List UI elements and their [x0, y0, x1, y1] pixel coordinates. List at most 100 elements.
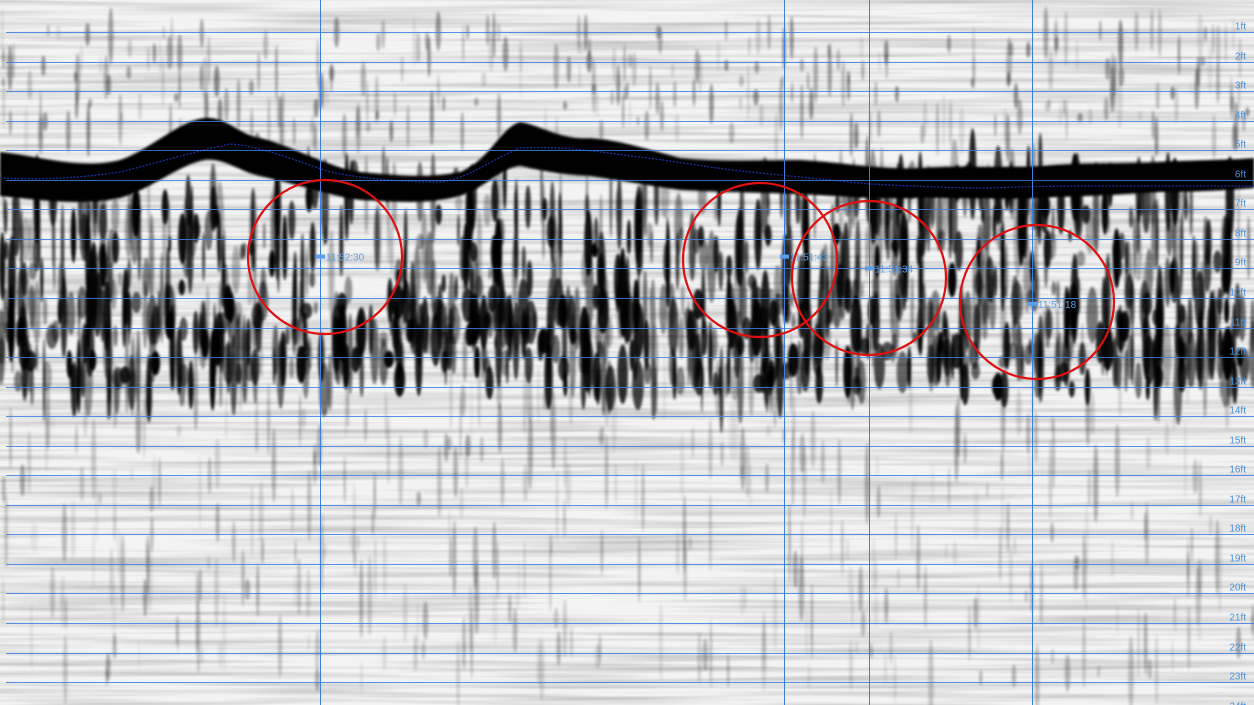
sonar-echo: [1205, 219, 1212, 266]
sonar-echo: [217, 642, 223, 668]
sonar-echo: [1137, 111, 1143, 121]
sonar-echo: [159, 38, 161, 75]
sonar-echo: [126, 65, 132, 80]
sonar-echo: [199, 18, 204, 49]
sonar-echo: [142, 378, 147, 460]
sonar-echo: [499, 289, 509, 349]
sonar-echo: [1200, 56, 1206, 66]
sonar-echo: [726, 255, 733, 278]
sonar-echo: [111, 198, 120, 233]
sonar-echo: [781, 362, 792, 380]
waypoint-marker[interactable]: 11:51:43: [780, 253, 829, 264]
sonar-echo: [578, 64, 581, 90]
sonar-echo: [117, 527, 121, 581]
sonar-echo: [174, 93, 179, 102]
sonar-echo: [556, 631, 561, 666]
sonar-echo: [448, 509, 451, 540]
sonar-echo: [1185, 376, 1190, 406]
sonar-echo: [120, 111, 123, 122]
sonar-echo: [285, 326, 290, 345]
sonar-echo: [821, 439, 825, 485]
sonar-echo: [374, 537, 377, 600]
sonar-echo: [841, 59, 846, 108]
sonar-echo: [164, 310, 174, 339]
sonar-echo: [108, 7, 114, 65]
sonar-echo: [1118, 66, 1124, 87]
sonar-echo: [86, 103, 91, 157]
sonar-echo: [1187, 604, 1191, 671]
sonar-echo: [317, 626, 321, 658]
sonar-echo: [924, 564, 927, 629]
sonar-echo: [215, 502, 220, 543]
sonar-echo: [481, 345, 488, 372]
sonar-echo: [474, 561, 480, 635]
sonar-echo: [441, 350, 449, 373]
sonar-echo: [617, 344, 628, 404]
sonar-echo: [642, 270, 648, 334]
sonar-echo: [979, 669, 983, 686]
sonar-echo: [809, 87, 814, 121]
sonar-echo: [857, 360, 866, 405]
depth-label: 10ft: [1229, 288, 1246, 299]
sonar-echo: [945, 544, 948, 557]
depth-label: 18ft: [1229, 524, 1246, 535]
depth-label: 17ft: [1229, 495, 1246, 506]
sonar-echo: [739, 584, 745, 616]
sonar-echo: [1181, 191, 1184, 275]
sonar-echo: [680, 284, 685, 315]
sonar-echo: [449, 535, 452, 579]
sonar-echo: [297, 558, 301, 615]
waypoint-marker[interactable]: 11:51:34: [865, 264, 914, 275]
depth-label: 1ft: [1235, 22, 1246, 33]
sonar-echo: [959, 107, 965, 155]
sonar-echo: [413, 244, 421, 307]
sonar-echo: [627, 53, 633, 68]
waypoint-time-label: 11:52:30: [326, 253, 365, 264]
sonar-echo: [60, 204, 65, 295]
sonar-echo: [1164, 257, 1171, 307]
sonar-echo: [626, 81, 629, 99]
sonar-echo: [800, 83, 804, 140]
sonar-echo: [1216, 61, 1220, 104]
sonar-echo: [885, 52, 888, 80]
sonar-echo: [861, 59, 865, 81]
waypoint-marker[interactable]: 11:51:18: [1028, 300, 1077, 311]
sonar-echo: [70, 207, 77, 264]
sonar-echo: [1192, 459, 1199, 495]
sonar-echo: [616, 252, 624, 340]
sonar-echo: [42, 297, 48, 326]
sonar-echo: [373, 472, 376, 518]
sonar-echo: [566, 56, 572, 83]
sonar-echo: [999, 531, 1001, 588]
sonar-echo: [1229, 76, 1234, 117]
sonar-echo: [929, 192, 937, 225]
sonar-echo: [474, 97, 479, 107]
sonar-echo: [386, 416, 390, 485]
sonar-echo: [1197, 558, 1203, 597]
sonar-echo: [867, 296, 876, 326]
depth-label: 7ft: [1235, 199, 1246, 210]
sonar-echo: [554, 607, 559, 630]
sonar-echo: [398, 434, 404, 506]
sonar-echo: [1190, 526, 1193, 562]
sonar-echo: [65, 110, 71, 153]
sonar-echo: [716, 41, 720, 72]
sonar-echo: [614, 463, 618, 505]
sonar-echo: [2, 48, 5, 70]
sonar-echo: [598, 428, 601, 445]
sonar-echo: [413, 17, 416, 68]
sonar-echo: [120, 534, 125, 613]
sonar-echo: [1112, 336, 1118, 388]
sonar-echo: [976, 584, 981, 649]
sonar-echo: [379, 338, 388, 386]
sonar-echo: [1015, 321, 1023, 382]
sonar-echo: [267, 382, 271, 456]
waypoint-marker[interactable]: 11:52:30: [316, 253, 365, 264]
sonar-echo: [188, 360, 194, 410]
sonar-echo: [217, 98, 223, 127]
sonar-echo: [1173, 597, 1177, 632]
sonar-echo: [193, 353, 198, 431]
